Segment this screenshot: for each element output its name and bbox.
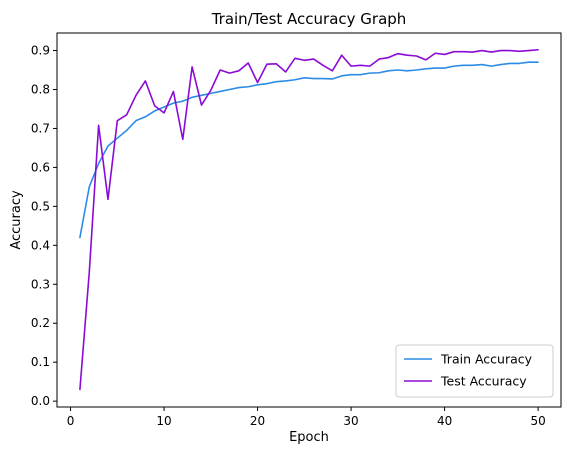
y-tick-label: 0.0 — [31, 394, 50, 408]
y-tick-label: 0.8 — [31, 82, 50, 96]
y-tick-label: 0.3 — [31, 277, 50, 291]
x-tick-label: 10 — [156, 414, 171, 428]
x-tick-label: 20 — [250, 414, 265, 428]
legend-entry-label: Train Accuracy — [440, 352, 533, 367]
axis-ticks: 0 10 20 30 40 50 0.0 0.1 0.2 0.3 0.4 0.5 0.6 0.7 0.8 0.… — [31, 44, 546, 428]
y-tick-label: 0.1 — [31, 355, 50, 369]
y-tick-label: 0.9 — [31, 44, 50, 58]
y-tick-label: 0.5 — [31, 199, 50, 213]
x-tick-label: 40 — [437, 414, 452, 428]
series-line-test-accuracy — [79, 48, 539, 391]
x-tick-label: 30 — [343, 414, 358, 428]
x-tick-label: 0 — [67, 414, 75, 428]
legend-box — [395, 344, 554, 398]
y-tick-label: 0.2 — [31, 316, 50, 330]
plot-area — [79, 48, 539, 391]
series-line-train-accuracy — [79, 61, 539, 239]
plot-frame — [56, 32, 562, 408]
y-tick-label: 0.4 — [31, 238, 50, 252]
legend: Train Accuracy Test Accuracy — [395, 344, 554, 398]
legend-entry-label: Test Accuracy — [440, 374, 527, 389]
y-axis-label: Accuracy — [9, 190, 24, 250]
chart-title: Train/Test Accuracy Graph — [211, 10, 407, 28]
x-axis-label: Epoch — [289, 430, 329, 445]
x-tick-label: 50 — [530, 414, 545, 428]
y-tick-label: 0.6 — [31, 160, 50, 174]
y-tick-label: 0.7 — [31, 121, 50, 135]
